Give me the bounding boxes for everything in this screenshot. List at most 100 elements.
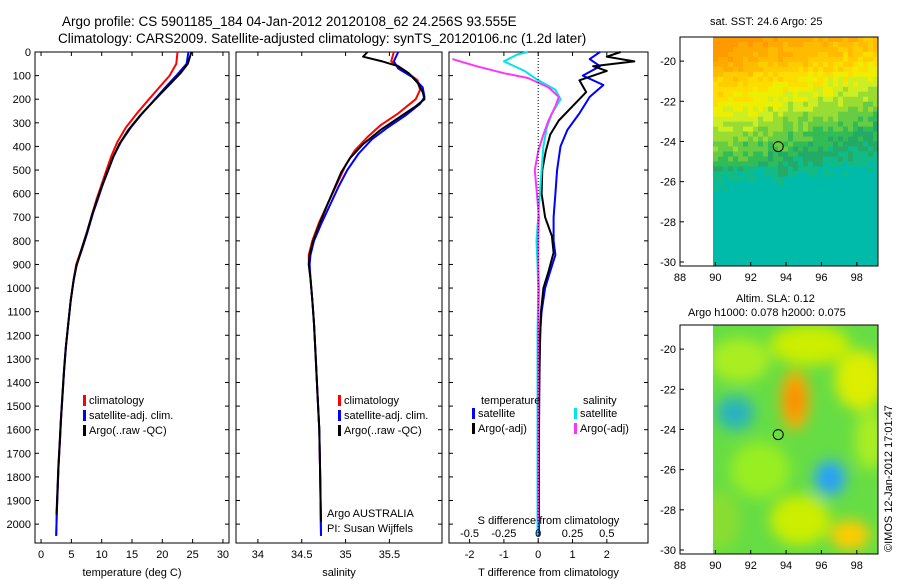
sst-pixel (738, 156, 744, 163)
sst-pixel (753, 231, 759, 237)
sst-pixel (843, 37, 849, 43)
sst-pixel (763, 236, 769, 242)
legend-label: Argo(..raw -QC) (344, 425, 422, 437)
sst-pixel (833, 96, 839, 103)
sst-pixel (873, 226, 878, 232)
sst-pixel (868, 96, 874, 103)
sst-pixel (733, 156, 739, 163)
sst-pixel (778, 86, 784, 93)
sst-pixel (813, 56, 819, 63)
sst-pixel (863, 37, 869, 43)
sst-pixel (863, 256, 869, 262)
sst-pixel (848, 66, 854, 73)
sst-pixel (733, 231, 739, 237)
sst-pixel (778, 56, 784, 63)
sst-pixel (728, 111, 734, 118)
sst-pixel (813, 191, 819, 197)
sst-pixel (778, 176, 784, 182)
sst-pixel (858, 221, 864, 227)
sst-pixel (863, 236, 869, 242)
sst-pixel (833, 51, 839, 58)
x-axis-label: temperature (deg C) (82, 567, 181, 579)
sst-pixel (808, 236, 814, 242)
sst-pixel (798, 246, 804, 252)
sst-pixel (833, 141, 839, 148)
sst-pixel (853, 166, 859, 173)
sst-pixel (793, 231, 799, 237)
sst-pixel (748, 106, 754, 113)
sla-blob (830, 520, 870, 550)
sst-pixel (828, 166, 834, 173)
sst-pixel (873, 101, 878, 108)
sst-pixel (718, 131, 724, 138)
sst-pixel (858, 171, 864, 177)
sst-pixel (743, 41, 749, 48)
sst-pixel (788, 116, 794, 123)
sst-pixel (843, 126, 849, 133)
sst-pixel (763, 71, 769, 78)
sst-pixel (783, 256, 789, 262)
sst-pixel (718, 246, 724, 252)
sst-pixel (798, 86, 804, 93)
sst-pixel (788, 211, 794, 217)
s-axis-label: S difference from climatology (478, 515, 620, 527)
sst-pixel (783, 181, 789, 187)
sst-pixel (848, 76, 854, 83)
sst-pixel (868, 126, 874, 133)
sst-pixel (743, 56, 749, 63)
sst-pixel (773, 191, 779, 197)
sst-pixel (848, 221, 854, 227)
sst-pixel (728, 71, 734, 78)
sst-pixel (758, 46, 764, 53)
sst-pixel (748, 206, 754, 212)
sst-pixel (853, 171, 859, 177)
sst-pixel (808, 56, 814, 63)
sst-pixel (818, 86, 824, 93)
sst-pixel (783, 251, 789, 257)
sst-pixel (798, 211, 804, 217)
sst-pixel (838, 86, 844, 93)
sst-pixel (733, 201, 739, 207)
sst-pixel (783, 246, 789, 252)
sst-pixel (848, 156, 854, 163)
sst-pixel (793, 111, 799, 118)
sst-pixel (788, 81, 794, 88)
sst-pixel (823, 166, 829, 173)
sst-pixel (743, 136, 749, 143)
y-tick-label: 800 (13, 236, 31, 248)
sst-pixel (748, 91, 754, 98)
sst-pixel (783, 206, 789, 212)
sst-pixel (768, 216, 774, 222)
sst-pixel (773, 76, 779, 83)
legend-swatch (83, 410, 86, 421)
sst-pixel (853, 231, 859, 237)
sst-pixel (788, 126, 794, 133)
sst-pixel (838, 161, 844, 168)
sst-pixel (713, 181, 719, 187)
sst-pixel (793, 146, 799, 153)
sst-pixel (848, 166, 854, 173)
sst-pixel (723, 56, 729, 63)
sst-pixel (803, 246, 809, 252)
sst-pixel (843, 206, 849, 212)
sst-pixel (833, 221, 839, 227)
sst-pixel (863, 226, 869, 232)
sst-pixel (733, 151, 739, 158)
sst-pixel (798, 241, 804, 247)
sst-pixel (848, 131, 854, 138)
sst-pixel (833, 256, 839, 262)
sst-pixel (848, 46, 854, 53)
sst-pixel (803, 251, 809, 257)
sst-pixel (753, 166, 759, 173)
sst-pixel (763, 136, 769, 143)
legend-label: satellite (478, 408, 515, 420)
sst-pixel (863, 71, 869, 78)
sst-pixel (753, 256, 759, 262)
sst-pixel (738, 141, 744, 148)
sst-pixel (778, 231, 784, 237)
sst-pixel (873, 216, 878, 222)
sst-pixel (783, 91, 789, 98)
x-tick-label: 5 (68, 549, 74, 561)
sst-pixel (838, 206, 844, 212)
sst-pixel (753, 61, 759, 68)
